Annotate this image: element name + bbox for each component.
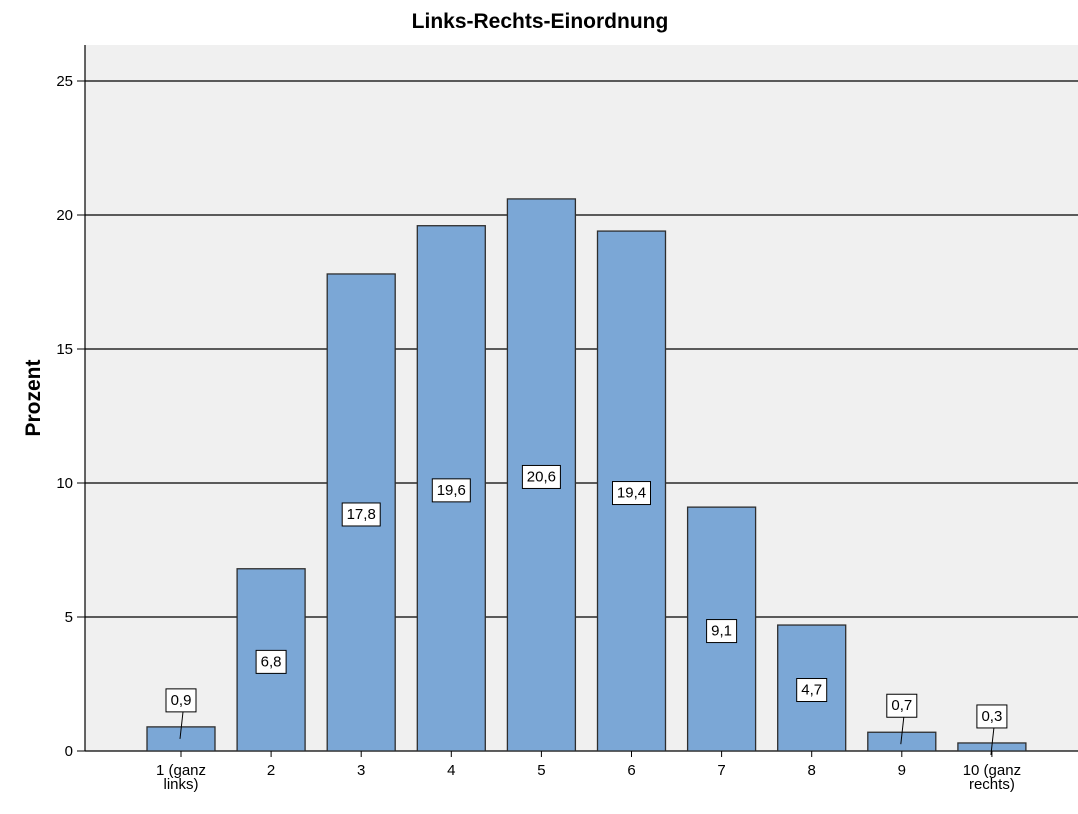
data-label: 4,7 [801, 682, 822, 699]
plot-background [85, 45, 1078, 751]
y-axis-label: Prozent [22, 359, 45, 436]
data-label-box [341, 502, 381, 527]
data-label: 19,6 [437, 482, 466, 499]
data-label-box [521, 464, 561, 489]
data-label: 20,6 [527, 468, 556, 485]
data-label: 6,8 [261, 653, 282, 670]
data-label-box [886, 693, 918, 718]
x-tick-label: 4 [447, 762, 455, 779]
data-label-leader [179, 711, 184, 739]
plot-area: 0 5 10 15 20 25 1 (ganz links) 0,9 2 6,8 3 17,8 4 19,6… [56, 45, 1078, 793]
data-label-leader [990, 727, 995, 756]
bar [506, 198, 577, 752]
x-tick-label: 9 [898, 762, 906, 779]
data-label: 0,3 [981, 708, 1002, 725]
y-tick-label: 5 [65, 609, 73, 626]
data-label-box [796, 678, 828, 703]
data-label: 17,8 [347, 506, 376, 523]
data-label-leader [900, 717, 905, 745]
chart-title: Links-Rechts-Einordnung [412, 10, 669, 33]
data-label-box [976, 704, 1008, 729]
x-tick-label: 2 [267, 762, 275, 779]
x-tick-label: 1 (ganz links) [156, 762, 206, 793]
y-tick-label: 15 [56, 341, 73, 358]
data-label-box [255, 649, 287, 674]
data-label: 0,9 [171, 692, 192, 709]
x-tick-label: 8 [808, 762, 816, 779]
x-tick-label: 3 [357, 762, 365, 779]
data-label: 9,1 [711, 623, 732, 640]
x-tick-label: 10 (ganz rechts) [963, 762, 1021, 793]
x-tick-label: 6 [627, 762, 635, 779]
data-label-box [431, 478, 471, 503]
data-label: 0,7 [891, 697, 912, 714]
bar [146, 726, 216, 752]
data-label-box [706, 619, 738, 644]
data-label-box [612, 481, 651, 506]
data-label: 19,4 [617, 485, 646, 502]
x-tick-label: 5 [537, 762, 545, 779]
y-tick-label: 25 [56, 73, 73, 90]
y-tick-label: 0 [65, 743, 73, 760]
x-tick-label: 7 [717, 762, 725, 779]
y-tick-label: 20 [56, 207, 73, 224]
y-tick-label: 10 [56, 475, 73, 492]
data-label-box [165, 688, 197, 713]
